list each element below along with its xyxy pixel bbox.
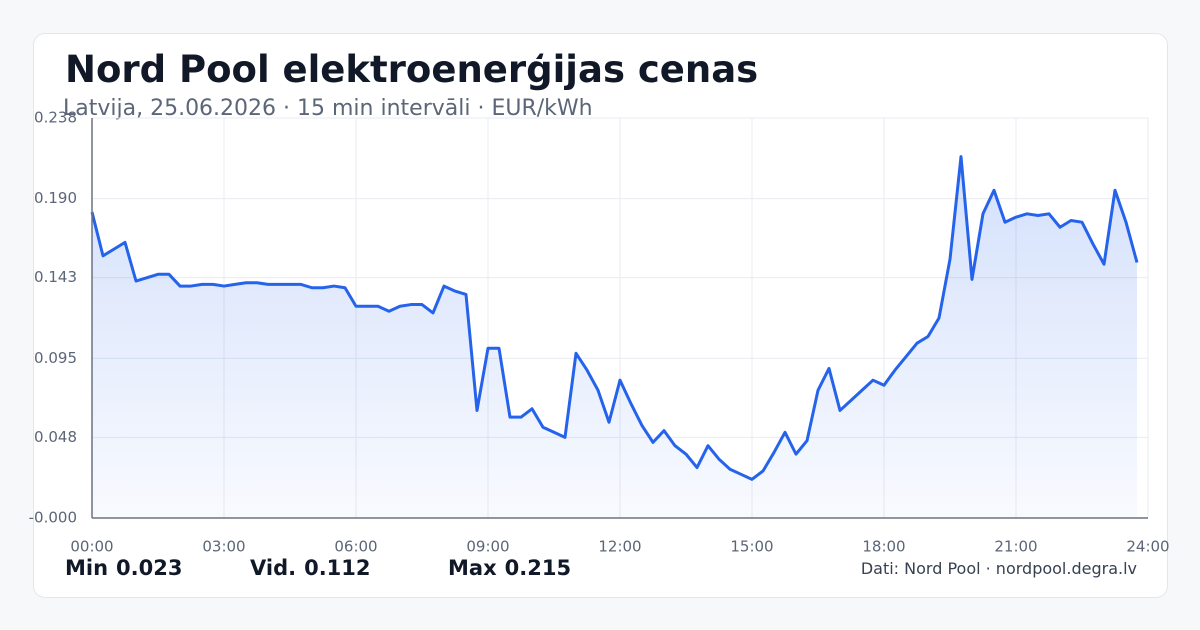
x-tick-label: 21:00: [994, 538, 1037, 556]
line: [90, 155, 1139, 481]
x-tick-label: 24:00: [1126, 538, 1169, 556]
chart-title: Nord Pool elektroenerģijas cenas: [65, 48, 758, 91]
stat-value: 0.023: [116, 556, 182, 580]
x-tick-label: 00:00: [70, 538, 113, 556]
y-tick-label: 0.190: [34, 189, 77, 207]
x-tick-label: 12:00: [598, 538, 641, 556]
stat-value: 0.215: [505, 556, 571, 580]
x-tick-label: 06:00: [334, 538, 377, 556]
y-tick-label: 0.048: [34, 428, 77, 446]
x-tick-label: 18:00: [862, 538, 905, 556]
area: [92, 156, 1137, 518]
stat-label: Min: [65, 556, 108, 580]
source: Dati: Nord Pool · nordpool.degra.lv: [861, 559, 1137, 578]
y-tick-label: -0.000: [29, 509, 77, 527]
stat-label: Vid.: [250, 556, 296, 580]
x-tick-label: 09:00: [466, 538, 509, 556]
stat-label: Max: [448, 556, 497, 580]
stat: Vid. 0.112: [250, 556, 371, 580]
x-tick-label: 03:00: [202, 538, 245, 556]
y-tick-label: 0.238: [34, 109, 77, 127]
y-tick-label: 0.095: [34, 349, 77, 367]
x-tick-label: 15:00: [730, 538, 773, 556]
stat-value: 0.112: [304, 556, 370, 580]
stat: Max 0.215: [448, 556, 571, 580]
chart-subtitle: Latvija, 25.06.2026 · 15 min intervāli ·…: [63, 96, 593, 121]
stat: Min 0.023: [65, 556, 182, 580]
y-tick-label: 0.143: [34, 268, 77, 286]
